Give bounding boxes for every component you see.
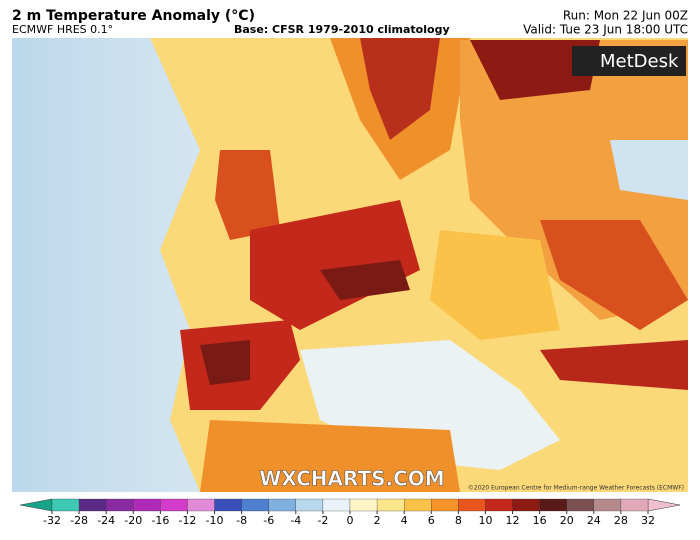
colorbar-label: 0 xyxy=(347,514,354,527)
base: Base: CFSR 1979-2010 climatology xyxy=(234,23,450,36)
colorbar-label: -28 xyxy=(70,514,88,527)
valid: Valid: Tue 23 Jun 18:00 UTC xyxy=(523,23,688,37)
colorbar-swatch xyxy=(187,498,215,512)
colorbar-swatch xyxy=(593,498,622,512)
colorbar-label: -12 xyxy=(178,514,196,527)
run: Run: Mon 22 Jun 00Z xyxy=(563,9,688,23)
colorbar-label: -10 xyxy=(206,514,224,527)
colorbar-swatch xyxy=(404,498,432,512)
colorbar-swatch xyxy=(51,498,80,512)
colorbar-swatch xyxy=(620,498,649,512)
colorbar-swatch xyxy=(322,498,351,512)
colorbar-label: -32 xyxy=(43,514,61,527)
colorbar-label: -16 xyxy=(151,514,169,527)
colorbar-swatch xyxy=(566,498,594,512)
colorbar-label: -8 xyxy=(236,514,247,527)
colorbar-swatch xyxy=(106,498,134,512)
colorbar-label: 2 xyxy=(374,514,381,527)
colorbar-swatch xyxy=(295,498,324,512)
colorbar-swatch xyxy=(349,498,378,512)
colorbar-swatch xyxy=(431,498,459,512)
colorbar-swatch xyxy=(458,498,486,512)
colorbar-label: -2 xyxy=(317,514,328,527)
colorbar-label: 10 xyxy=(478,514,492,527)
model: ECMWF HRES 0.1° xyxy=(12,23,113,36)
colorbar-label: 32 xyxy=(641,514,655,527)
colorbar-label: 8 xyxy=(455,514,462,527)
colorbar-label: 24 xyxy=(587,514,601,527)
title: 2 m Temperature Anomaly (°C) xyxy=(12,8,255,24)
colorbar-swatch xyxy=(160,498,188,512)
colorbar-arrow xyxy=(19,498,53,512)
logo-box xyxy=(572,46,686,76)
colorbar-swatch xyxy=(539,498,567,512)
colorbar-swatch xyxy=(133,498,161,512)
colorbar-label: -6 xyxy=(263,514,274,527)
colorbar-swatch xyxy=(268,498,296,512)
colorbar-label: -20 xyxy=(124,514,142,527)
colorbar-swatch xyxy=(214,498,242,512)
colorbar-label: 4 xyxy=(401,514,408,527)
colorbar-swatch xyxy=(78,498,107,512)
logo: MetDesk xyxy=(600,51,679,72)
map xyxy=(12,38,688,492)
colorbar-label: 20 xyxy=(560,514,574,527)
colorbar-swatch xyxy=(376,498,405,512)
colorbar: -32 -28 -24 -20 -16 -12 -10 -8 -6 -4 -2 0 2 4 6 8 10 12 16… xyxy=(19,498,681,527)
colorbar-label: 6 xyxy=(428,514,435,527)
copyright: ©2020 European Centre for Medium-range W… xyxy=(468,485,684,492)
colorbar-swatch xyxy=(485,498,513,512)
colorbar-label: 28 xyxy=(614,514,628,527)
colorbar-label: -24 xyxy=(97,514,115,527)
colorbar-arrow xyxy=(647,498,681,512)
colorbar-label: 16 xyxy=(533,514,547,527)
colorbar-label: -4 xyxy=(290,514,301,527)
colorbar-label: 12 xyxy=(506,514,520,527)
watermark: WXCHARTS.COM xyxy=(259,467,444,491)
colorbar-swatch xyxy=(512,498,540,512)
colorbar-swatch xyxy=(241,498,269,512)
